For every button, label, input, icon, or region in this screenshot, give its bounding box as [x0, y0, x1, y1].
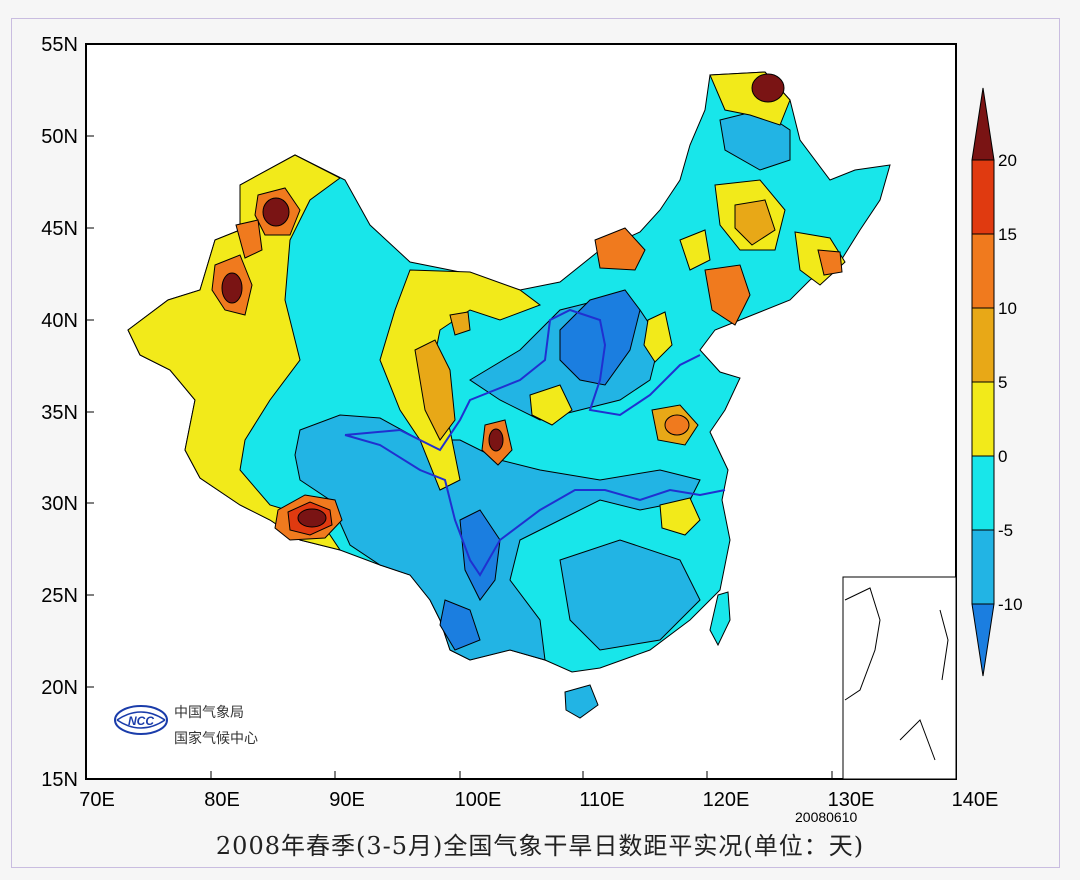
region-yellow-hebei	[643, 311, 673, 363]
lon-ticks	[210, 771, 833, 779]
lat-label: 40N	[41, 310, 78, 332]
colorbar-cell	[971, 529, 995, 605]
figure-frame	[11, 18, 1060, 868]
anomaly-xinjiang-mid	[235, 219, 263, 259]
colorbar-labels: 20 15 10 5 0 -5 -10	[998, 151, 1023, 614]
taiwan-island	[709, 591, 731, 647]
lon-label: 130E	[828, 789, 875, 811]
anomaly-xinjiang-north-core	[262, 197, 290, 227]
region-yellow-ne3	[679, 229, 711, 271]
ncc-logo: NCC 中国气象局 国家气候中心	[112, 700, 282, 750]
colorbar-label: 0	[998, 447, 1007, 466]
anomaly-east-ne	[817, 249, 843, 276]
lat-label: 15N	[41, 769, 78, 791]
lon-label: 80E	[204, 789, 240, 811]
anomaly-sichuan-core	[488, 428, 504, 452]
lon-label: 140E	[952, 789, 999, 811]
colorbar-cell	[971, 233, 995, 309]
logo-line1: 中国气象局	[174, 705, 244, 721]
colorbar-label: -10	[998, 595, 1023, 614]
inset-coastline	[844, 587, 949, 761]
date-stamp: 20080610	[795, 809, 858, 825]
lat-label: 30N	[41, 493, 78, 515]
hainan-island	[564, 684, 599, 719]
colorbar-label: 10	[998, 299, 1017, 318]
anomaly-tibet-core	[297, 508, 327, 528]
lat-ticks	[86, 135, 94, 688]
lat-label: 45N	[41, 218, 78, 240]
region-darkblue-sw2	[439, 599, 481, 651]
colorbar-label: 5	[998, 373, 1007, 392]
region-blue-coast	[559, 539, 701, 651]
lat-label: 20N	[41, 677, 78, 699]
anomaly-xinjiang-west-core	[221, 272, 243, 304]
logo-line2: 国家气候中心	[174, 731, 258, 747]
lon-label: 100E	[455, 789, 502, 811]
colorbar-label: 20	[998, 151, 1017, 170]
anomaly-inner-mongolia	[594, 227, 646, 271]
lon-label: 110E	[579, 789, 624, 811]
lon-labels: 70E 80E 90E 100E 110E 120E 130E 140E	[79, 789, 998, 811]
anomaly-gansu	[414, 339, 456, 441]
region-yellow-south	[659, 497, 701, 536]
colorbar-label: -5	[998, 521, 1013, 540]
lon-label: 120E	[703, 789, 750, 811]
colorbar-cell	[971, 87, 995, 161]
lat-label: 55N	[41, 34, 78, 56]
yellow-river	[344, 308, 701, 452]
lon-label: 70E	[79, 789, 115, 811]
colorbar-label: 15	[998, 225, 1017, 244]
region-yellow-west	[127, 154, 342, 551]
lat-label: 35N	[41, 402, 78, 424]
region-darkblue-sw1	[459, 509, 501, 601]
lat-label: 50N	[41, 126, 78, 148]
map-title: 2008年春季(3-5月)全国气象干旱日数距平实况(单位：天)	[215, 832, 865, 860]
colorbar-cell	[971, 455, 995, 531]
colorbar-cell	[971, 159, 995, 235]
anomaly-qinghai	[449, 311, 471, 336]
region-yellow-central	[529, 384, 573, 426]
anomaly-shandong-core	[664, 414, 690, 436]
anomaly-liaoning	[704, 264, 751, 326]
colorbar-cell	[971, 603, 995, 677]
anomaly-heilongjiang	[751, 73, 785, 103]
yangtze-river	[344, 434, 726, 577]
colorbar	[971, 87, 995, 677]
lat-labels: 55N 50N 45N 40N 35N 30N 25N 20N 15N	[41, 34, 78, 791]
lat-label: 25N	[41, 585, 78, 607]
ncc-emblem-icon: NCC	[114, 705, 168, 735]
colorbar-cell	[971, 381, 995, 457]
colorbar-cell	[971, 307, 995, 383]
emblem-text: NCC	[128, 714, 154, 728]
south-china-sea-inset	[842, 576, 957, 780]
lon-label: 90E	[329, 789, 365, 811]
anomaly-jilin	[734, 199, 776, 246]
